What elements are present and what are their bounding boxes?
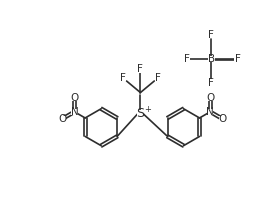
Bar: [183, 56, 190, 62]
Text: F: F: [184, 54, 190, 64]
Bar: [120, 75, 126, 81]
Bar: [208, 56, 214, 62]
Text: F: F: [208, 30, 214, 40]
Bar: [59, 116, 66, 122]
Bar: [208, 32, 214, 38]
Text: N: N: [206, 107, 214, 117]
Bar: [207, 109, 213, 115]
Text: O: O: [206, 93, 214, 103]
Text: O: O: [58, 114, 67, 124]
Text: +: +: [144, 105, 151, 114]
Text: N: N: [71, 107, 78, 117]
Text: O: O: [218, 114, 226, 124]
Bar: [71, 109, 78, 115]
Bar: [137, 110, 144, 117]
Bar: [219, 116, 225, 122]
Text: F: F: [235, 54, 240, 64]
Bar: [137, 66, 144, 73]
Text: F: F: [208, 78, 214, 88]
Bar: [234, 56, 241, 62]
Text: F: F: [155, 73, 161, 83]
Text: O: O: [70, 93, 79, 103]
Text: F: F: [120, 73, 126, 83]
Bar: [207, 95, 213, 101]
Bar: [71, 95, 78, 101]
Text: F: F: [137, 65, 143, 75]
Text: B: B: [208, 54, 215, 64]
Bar: [208, 79, 214, 86]
Bar: [155, 75, 161, 81]
Text: S: S: [136, 107, 144, 120]
